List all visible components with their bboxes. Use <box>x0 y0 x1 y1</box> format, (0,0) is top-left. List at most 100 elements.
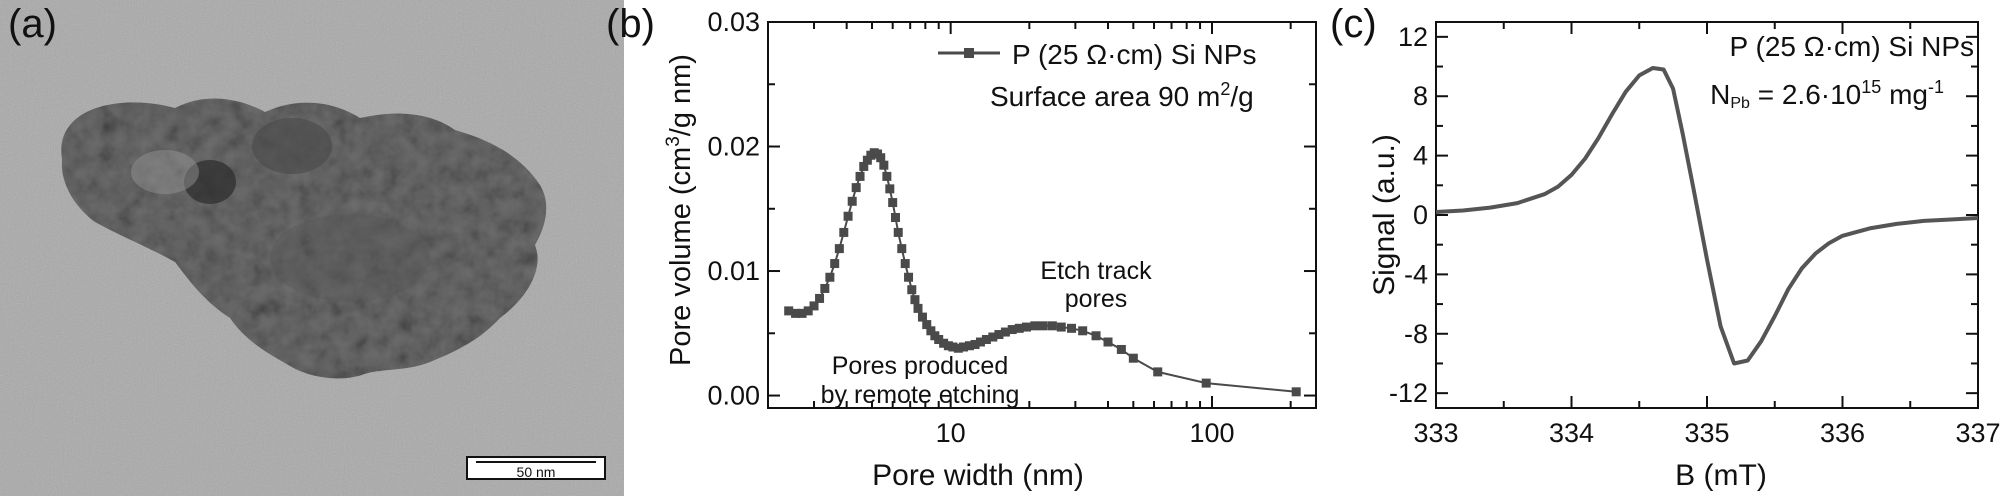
b-data-point <box>834 244 844 254</box>
b-data-point <box>847 196 857 206</box>
b-data-point <box>1153 367 1163 377</box>
b-data-point <box>934 335 944 345</box>
b-data-point <box>981 335 991 345</box>
b-y-tick-label: 0.02 <box>707 132 760 162</box>
scale-bar-line <box>476 461 596 463</box>
c-x-tick-label: 336 <box>1820 418 1865 448</box>
b-x-axis-label: Pore width (nm) <box>872 459 1084 492</box>
b-y-axis-label: Pore volume (cm3/g nm) <box>663 54 697 366</box>
b-data-point <box>994 330 1004 340</box>
c-y-tick-label: -12 <box>1389 378 1428 408</box>
b-data-point <box>784 306 794 316</box>
tem-micrograph <box>0 0 624 496</box>
c-y-axis-label: Signal (a.u.) <box>1368 134 1401 296</box>
b-data-point <box>1021 322 1031 332</box>
b-data-point <box>876 153 886 163</box>
b-data-point <box>862 155 872 165</box>
nanoparticle-aggregate <box>61 98 547 379</box>
b-data-point <box>1056 322 1066 332</box>
b-data-point <box>797 308 807 318</box>
b-data-point <box>1103 337 1113 347</box>
b-data-point <box>948 342 958 352</box>
c-legend-label: P (25 Ω·cm) Si NPs <box>1730 31 1974 62</box>
scale-bar: 50 nm <box>466 456 606 480</box>
b-data-point <box>913 303 923 313</box>
b-data-point <box>910 295 920 305</box>
b-surface-area: Surface area 90 m2/g <box>990 79 1254 112</box>
b-data-point <box>970 339 980 349</box>
b-data-point <box>1201 378 1211 388</box>
b-data-point <box>873 149 883 159</box>
b-data-point <box>791 308 801 318</box>
b-data-point <box>907 285 917 295</box>
b-data-point <box>930 331 940 341</box>
scale-bar-label: 50 nm <box>516 464 556 480</box>
b-data-point <box>1000 327 1010 337</box>
b-data-point <box>1078 326 1088 336</box>
b-data-point <box>917 312 927 322</box>
b-data-point <box>1030 321 1040 331</box>
c-x-tick-label: 337 <box>1955 418 2000 448</box>
c-x-tick-label: 333 <box>1413 418 1458 448</box>
c-y-tick-label: -8 <box>1404 319 1428 349</box>
b-annotation-left-2: by remote etching <box>821 381 1020 409</box>
b-data-point <box>815 293 825 303</box>
b-data-point <box>975 337 985 347</box>
b-y-tick-label: 0.03 <box>707 7 760 37</box>
b-data-point <box>851 183 861 193</box>
b-data-point <box>888 198 898 208</box>
c-x-tick-label: 334 <box>1549 418 1594 448</box>
panel-a-letter: (a) <box>8 2 57 46</box>
b-data-point <box>859 161 869 171</box>
b-data-point <box>1067 323 1077 333</box>
b-data-point <box>988 332 998 342</box>
b-y-tick-label: 0.01 <box>707 256 760 286</box>
b-data-point <box>839 227 849 237</box>
b-data-point <box>1291 387 1301 397</box>
b-x-tick-label: 100 <box>1189 418 1234 448</box>
b-data-point <box>879 160 889 170</box>
b-data-point <box>1116 344 1126 354</box>
c-series-line <box>1435 66 1979 366</box>
b-plot-frame <box>767 21 1317 409</box>
b-x-tick-label: 10 <box>936 418 966 448</box>
b-data-point <box>943 341 953 351</box>
b-data-point <box>922 320 932 330</box>
c-y-tick-label: 4 <box>1413 141 1428 171</box>
b-data-point <box>904 272 914 282</box>
b-data-point <box>939 338 949 348</box>
b-data-point <box>820 283 830 293</box>
b-data-point <box>803 306 813 316</box>
b-annotation-right-2: pores <box>1065 285 1128 313</box>
c-x-tick-label: 335 <box>1684 418 1729 448</box>
b-data-point <box>900 259 910 269</box>
c-y-tick-label: 12 <box>1398 22 1428 52</box>
b-data-point <box>843 211 853 221</box>
b-y-tick-label: 0.00 <box>707 381 760 411</box>
b-data-point <box>1128 353 1138 363</box>
b-data-point <box>964 341 974 351</box>
panel-c-letter: (c) <box>1330 2 1377 46</box>
b-data-point <box>1047 321 1057 331</box>
b-data-point <box>809 301 819 311</box>
b-data-point <box>855 171 865 181</box>
b-data-point <box>1014 323 1024 333</box>
b-data-point <box>1038 321 1048 331</box>
c-y-tick-label: 8 <box>1413 81 1428 111</box>
b-data-point <box>1007 325 1017 335</box>
b-data-point <box>825 272 835 282</box>
b-data-point <box>830 259 840 269</box>
b-series-line <box>788 151 1297 393</box>
c-y-tick-label: -4 <box>1404 259 1428 289</box>
b-data-point <box>897 244 907 254</box>
panel-b-letter: (b) <box>606 2 655 46</box>
b-data-point <box>885 184 895 194</box>
c-y-tick-label: 0 <box>1413 200 1428 230</box>
b-annotation-left-1: Pores produced <box>832 352 1009 380</box>
b-data-point <box>926 326 936 336</box>
c-plot-frame <box>1435 21 1979 409</box>
b-data-point <box>893 227 903 237</box>
b-data-point <box>953 343 963 353</box>
c-x-axis-label: B (mT) <box>1675 459 1767 492</box>
